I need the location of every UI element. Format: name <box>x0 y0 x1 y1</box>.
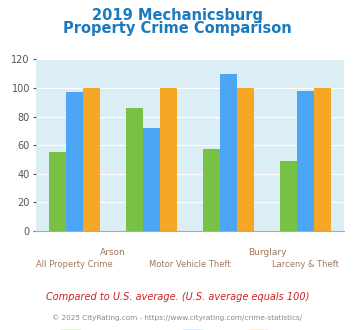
Bar <box>83 88 100 231</box>
Text: Arson: Arson <box>100 248 126 257</box>
Text: Burglary: Burglary <box>248 248 286 257</box>
Bar <box>66 92 83 231</box>
Text: Compared to U.S. average. (U.S. average equals 100): Compared to U.S. average. (U.S. average … <box>46 292 309 302</box>
Text: Larceny & Theft: Larceny & Theft <box>272 260 339 269</box>
Bar <box>220 74 237 231</box>
Text: 2019 Mechanicsburg: 2019 Mechanicsburg <box>92 8 263 23</box>
Text: Motor Vehicle Theft: Motor Vehicle Theft <box>149 260 231 269</box>
Bar <box>126 108 143 231</box>
Bar <box>237 88 254 231</box>
Bar <box>160 88 177 231</box>
Bar <box>280 161 297 231</box>
Bar <box>143 128 160 231</box>
Bar <box>314 88 331 231</box>
Bar <box>297 91 314 231</box>
Text: © 2025 CityRating.com - https://www.cityrating.com/crime-statistics/: © 2025 CityRating.com - https://www.city… <box>53 314 302 321</box>
Bar <box>203 149 220 231</box>
Text: Property Crime Comparison: Property Crime Comparison <box>63 21 292 36</box>
Text: All Property Crime: All Property Crime <box>36 260 113 269</box>
Legend: Mechanicsburg, Ohio, National: Mechanicsburg, Ohio, National <box>55 326 324 330</box>
Bar <box>49 152 66 231</box>
